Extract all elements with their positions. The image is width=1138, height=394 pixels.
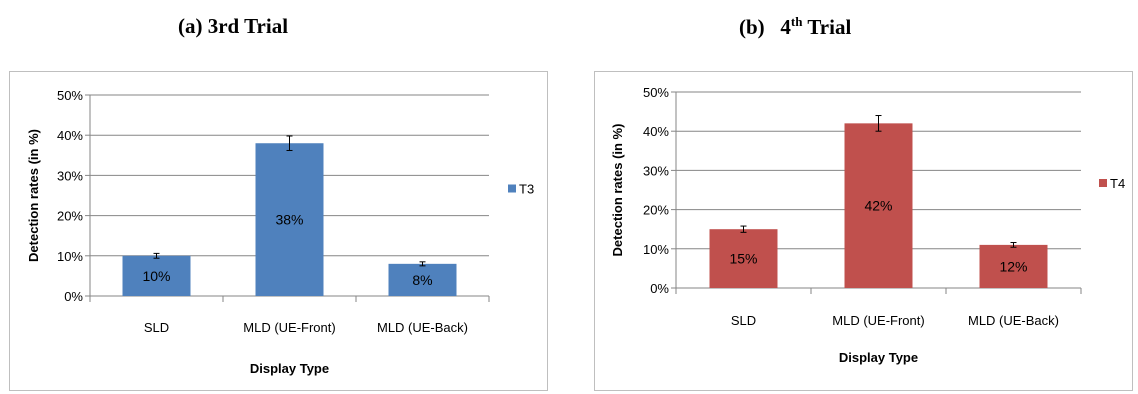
chart1-y-tick-label: 50% [57, 88, 83, 103]
chart2-y-tick-label: 30% [643, 163, 669, 178]
chart1-y-axis-title: Detection rates (in %) [26, 129, 41, 262]
chart1-bar [122, 255, 191, 296]
chart2-y-tick-label: 40% [643, 124, 669, 139]
chart1-data-label: 8% [412, 272, 432, 288]
chart1-data-label: 38% [275, 212, 303, 228]
chart2-data-label: 12% [999, 258, 1027, 274]
chart2-bar [979, 244, 1048, 288]
chart2-x-tick-label: SLD [731, 313, 756, 328]
chart1-data-label: 10% [142, 268, 170, 284]
chart1-bar [255, 143, 324, 296]
chart2-bar [709, 229, 778, 288]
panel-b-title-ordinal: 4 [780, 15, 791, 39]
chart2-y-tick-label: 10% [643, 242, 669, 257]
chart1-x-axis-title: Display Type [250, 361, 329, 376]
chart2-data-label: 42% [864, 198, 892, 214]
chart2-legend-swatch [1099, 179, 1107, 187]
chart2-x-axis-title: Display Type [839, 350, 918, 365]
panel-b-title: (b) 4th Trial [739, 14, 851, 40]
chart2-bar [844, 123, 913, 288]
chart1-x-tick-label: MLD (UE-Back) [377, 320, 468, 335]
chart2-y-axis-title: Detection rates (in %) [610, 124, 625, 257]
panel-b-title-sup: th [790, 14, 803, 29]
chart1-y-tick-label: 0% [64, 289, 83, 304]
chart1-legend-swatch [508, 184, 516, 193]
chart2-y-tick-label: 20% [643, 203, 669, 218]
chart2-legend-label: T4 [1110, 176, 1125, 191]
chart2-x-tick-label: MLD (UE-Front) [832, 313, 924, 328]
chart1-y-tick-label: 40% [57, 128, 83, 143]
panel-b-title-suffix: Trial [807, 15, 852, 39]
chart2-y-tick-label: 50% [643, 85, 669, 100]
panel-a-title: (a) 3rd Trial [178, 14, 289, 38]
chart1-y-tick-label: 30% [57, 168, 83, 183]
chart1-x-tick-label: MLD (UE-Front) [243, 320, 335, 335]
chart2-data-label: 15% [729, 251, 757, 267]
chart1-y-tick-label: 10% [57, 249, 83, 264]
chart1-bar [388, 263, 457, 296]
chart2-y-tick-label: 0% [650, 281, 669, 296]
chart1-legend-label: T3 [519, 182, 534, 197]
chart1-y-tick-label: 20% [57, 209, 83, 224]
chart1-x-tick-label: SLD [144, 320, 169, 335]
panel-b-title-prefix: (b) [739, 15, 765, 39]
chart2-x-tick-label: MLD (UE-Back) [968, 313, 1059, 328]
